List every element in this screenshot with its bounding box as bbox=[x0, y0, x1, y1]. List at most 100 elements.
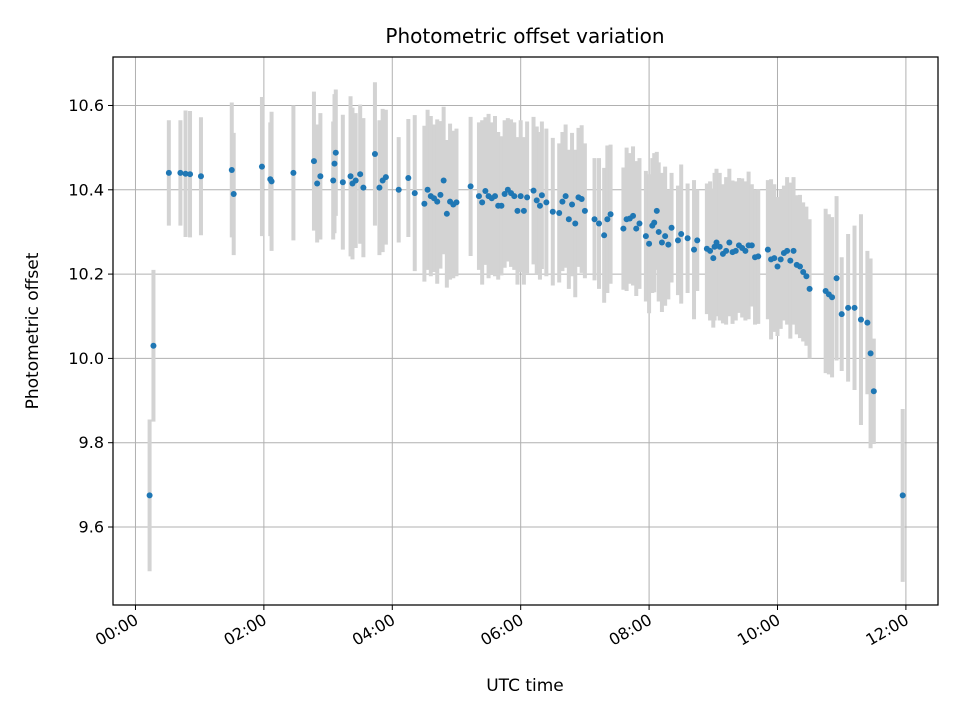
data-point bbox=[684, 235, 691, 242]
data-point bbox=[662, 233, 669, 240]
chart-title: Photometric offset variation bbox=[385, 24, 664, 48]
data-point bbox=[538, 192, 545, 199]
data-point bbox=[774, 263, 781, 270]
data-point bbox=[658, 239, 665, 246]
data-point bbox=[845, 304, 852, 311]
data-point bbox=[360, 184, 367, 191]
data-point bbox=[642, 233, 649, 240]
data-point bbox=[146, 492, 153, 499]
data-point bbox=[829, 294, 836, 301]
data-point bbox=[833, 275, 840, 282]
data-point bbox=[604, 216, 611, 223]
data-point bbox=[803, 273, 810, 280]
data-point bbox=[530, 187, 537, 194]
data-point bbox=[230, 191, 237, 197]
data-point bbox=[636, 220, 643, 227]
data-point bbox=[707, 247, 714, 254]
data-point bbox=[330, 177, 337, 184]
data-point bbox=[511, 193, 518, 200]
data-point bbox=[549, 208, 556, 215]
data-point bbox=[421, 200, 428, 207]
data-point bbox=[310, 158, 317, 165]
data-point bbox=[607, 211, 614, 218]
data-point bbox=[864, 319, 871, 326]
data-point bbox=[726, 239, 733, 246]
data-point bbox=[290, 169, 297, 176]
data-point bbox=[764, 246, 771, 253]
data-point bbox=[177, 169, 184, 176]
data-point bbox=[562, 193, 569, 200]
data-point bbox=[258, 163, 265, 170]
x-tick-label: 00:00 bbox=[92, 610, 141, 650]
error-bars bbox=[147, 82, 905, 582]
data-point bbox=[165, 169, 172, 176]
data-point bbox=[732, 247, 739, 254]
data-point bbox=[443, 210, 450, 217]
data-point bbox=[755, 253, 762, 260]
data-point bbox=[395, 186, 402, 193]
data-point bbox=[197, 173, 204, 180]
data-point bbox=[581, 207, 588, 214]
data-point bbox=[867, 350, 874, 357]
data-point bbox=[314, 180, 321, 187]
y-tick-label: 10.6 bbox=[68, 96, 104, 115]
data-point bbox=[332, 149, 339, 156]
data-point bbox=[572, 220, 579, 227]
data-point bbox=[376, 184, 383, 191]
data-point bbox=[228, 166, 235, 173]
data-point bbox=[150, 342, 157, 349]
data-point bbox=[339, 179, 346, 186]
x-tick-label: 08:00 bbox=[606, 610, 655, 650]
data-point bbox=[536, 202, 543, 209]
data-point bbox=[411, 190, 418, 197]
x-tick-label: 10:00 bbox=[734, 610, 783, 650]
data-point bbox=[630, 212, 637, 219]
data-point bbox=[533, 197, 540, 204]
y-tick-label: 9.8 bbox=[79, 433, 104, 452]
data-point bbox=[694, 237, 701, 244]
data-point bbox=[479, 199, 486, 206]
data-point bbox=[678, 231, 685, 238]
data-point bbox=[655, 228, 662, 235]
data-point bbox=[596, 220, 603, 227]
data-point bbox=[787, 257, 794, 264]
data-point bbox=[838, 311, 845, 318]
y-tick-label: 10.0 bbox=[68, 349, 104, 368]
data-point bbox=[748, 242, 755, 249]
data-point bbox=[851, 304, 858, 311]
data-point bbox=[784, 247, 791, 254]
data-point bbox=[437, 191, 444, 198]
data-point bbox=[453, 199, 460, 206]
y-axis: 9.6 9.8 10.0 10.2 10.4 10.6 bbox=[68, 96, 113, 537]
data-point bbox=[713, 239, 720, 246]
data-point bbox=[723, 247, 730, 254]
x-tick-label: 02:00 bbox=[220, 610, 269, 650]
y-tick-label: 9.6 bbox=[79, 518, 104, 537]
data-point bbox=[651, 219, 658, 226]
data-point bbox=[620, 225, 627, 232]
data-point bbox=[357, 171, 364, 178]
data-point bbox=[710, 255, 717, 262]
data-point bbox=[771, 255, 778, 262]
data-point bbox=[870, 388, 877, 395]
x-tick-label: 06:00 bbox=[477, 610, 526, 650]
data-point bbox=[716, 243, 723, 250]
y-tick-label: 10.2 bbox=[68, 265, 104, 284]
data-point bbox=[501, 191, 508, 197]
data-point bbox=[382, 174, 389, 181]
data-point bbox=[187, 171, 194, 178]
x-tick-label: 04:00 bbox=[349, 610, 398, 650]
data-point bbox=[347, 173, 354, 180]
y-axis-label: Photometric offset bbox=[23, 252, 43, 409]
data-point bbox=[899, 492, 906, 499]
data-point bbox=[559, 198, 566, 205]
data-point bbox=[668, 224, 675, 231]
data-point bbox=[800, 268, 807, 275]
plot-frame bbox=[112, 56, 939, 606]
data-point bbox=[633, 225, 640, 232]
data-point bbox=[591, 216, 598, 223]
data-points bbox=[146, 149, 906, 499]
data-point bbox=[742, 247, 749, 254]
data-point bbox=[777, 256, 784, 263]
